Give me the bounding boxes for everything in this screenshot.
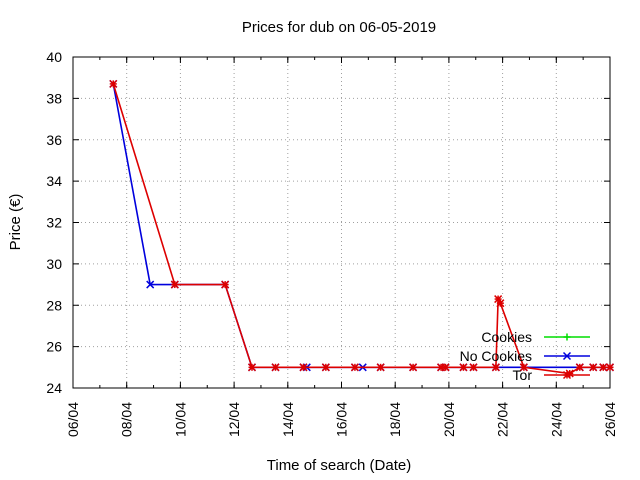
x-tick-label: 22/04	[495, 402, 511, 437]
data-point	[469, 363, 478, 372]
data-point	[350, 363, 359, 372]
x-tick-label: 18/04	[387, 402, 403, 437]
marker-stroke	[459, 363, 468, 372]
marker-stroke	[494, 295, 503, 304]
data-point	[321, 363, 330, 372]
data-point	[496, 299, 505, 308]
series-2	[109, 79, 615, 378]
x-tick-label: 06/04	[65, 402, 81, 437]
data-point	[459, 363, 468, 372]
marker-stroke	[589, 363, 598, 372]
legend-label: Cookies	[481, 329, 532, 345]
marker-stroke	[441, 363, 450, 372]
marker-stroke	[469, 363, 478, 372]
marker-stroke	[271, 363, 280, 372]
data-point	[221, 280, 230, 289]
marker-stroke	[599, 363, 608, 372]
series-line	[112, 83, 610, 375]
grid-lines	[73, 57, 610, 388]
marker-stroke	[496, 299, 505, 308]
x-tick-label: 14/04	[280, 402, 296, 437]
data-point	[491, 363, 500, 372]
x-tick-label: 10/04	[172, 402, 188, 437]
y-tick-label: 36	[46, 132, 62, 148]
marker-stroke	[605, 363, 615, 372]
data-point	[146, 280, 155, 289]
x-tick-label: 20/04	[441, 402, 457, 437]
axes: 24 26 28 30 32 34 36 38 40 06/04 08/04 10/04 12/04 14…	[46, 49, 618, 437]
data-point	[575, 363, 584, 372]
y-tick-label: 26	[46, 339, 62, 355]
marker-stroke	[170, 280, 179, 289]
y-tick-label: 40	[46, 49, 62, 65]
marker-stroke	[146, 280, 155, 289]
y-tick-label: 32	[46, 215, 62, 231]
data-point	[170, 280, 179, 289]
x-tick-label: 16/04	[334, 402, 350, 437]
legend-marker	[562, 351, 572, 361]
x-tick-label: 24/04	[548, 402, 564, 437]
legend-entry: Tor	[513, 367, 590, 383]
marker-stroke	[562, 351, 572, 361]
marker-stroke	[575, 363, 584, 372]
legend-marker	[562, 370, 572, 380]
data-point	[299, 363, 308, 372]
marker-stroke	[321, 363, 330, 372]
x-axis-label: Time of search (Date)	[267, 457, 412, 474]
data-point	[589, 363, 598, 372]
marker-stroke	[491, 363, 500, 372]
data-point	[247, 363, 257, 372]
marker-stroke	[519, 363, 528, 372]
marker-stroke	[376, 363, 385, 372]
series-line	[112, 83, 610, 369]
marker-stroke	[299, 363, 308, 372]
y-tick-label: 38	[46, 90, 62, 106]
x-tick-label: 12/04	[226, 402, 242, 437]
series-1	[109, 79, 615, 372]
legend-entry: No Cookies	[460, 348, 590, 364]
y-tick-label: 24	[46, 380, 62, 396]
y-tick-label: 30	[46, 256, 62, 272]
data-point	[599, 363, 608, 372]
marker-stroke	[350, 363, 359, 372]
data-point	[519, 363, 528, 372]
data-point	[109, 79, 118, 88]
legend-label: Tor	[513, 367, 533, 383]
chart-title: Prices for dub on 06-05-2019	[242, 19, 436, 36]
x-tick-label: 08/04	[119, 402, 135, 437]
marker-stroke	[247, 363, 257, 372]
data-point	[376, 363, 385, 372]
data-point	[271, 363, 280, 372]
legend-marker	[563, 333, 571, 341]
y-tick-label: 28	[46, 297, 62, 313]
legend-entry: Cookies	[481, 329, 590, 345]
y-axis-label: Price (€)	[7, 194, 24, 251]
y-tick-label: 34	[46, 173, 62, 189]
series-layer	[109, 79, 615, 378]
marker-stroke	[409, 363, 418, 372]
marker-stroke	[221, 280, 230, 289]
data-point	[409, 363, 418, 372]
x-tick-label: 26/04	[602, 402, 618, 437]
legend: Cookies No Cookies Tor	[460, 329, 590, 383]
marker-stroke	[109, 79, 118, 88]
marker-stroke	[562, 370, 572, 380]
data-point	[605, 363, 615, 372]
legend-label: No Cookies	[460, 348, 532, 364]
data-point	[441, 363, 450, 372]
